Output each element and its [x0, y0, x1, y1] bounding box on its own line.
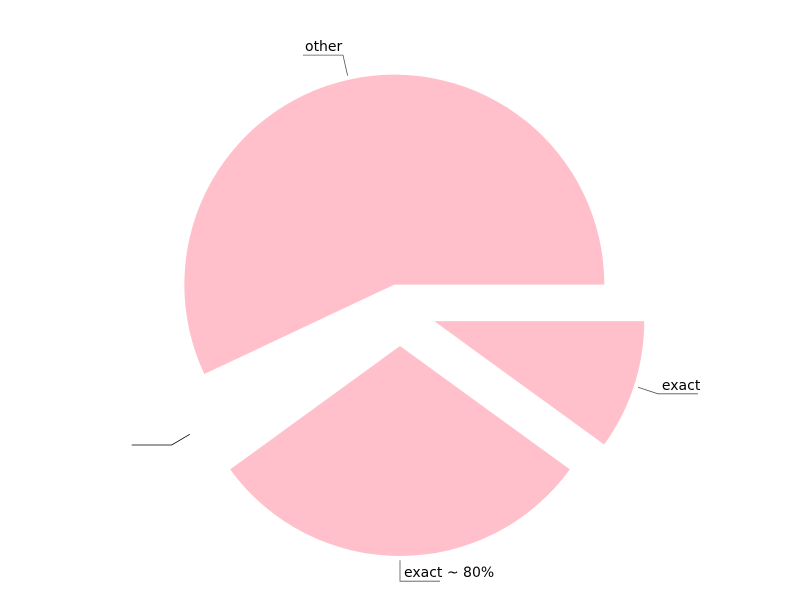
pie-leader-3 [303, 54, 348, 76]
pie-slice-1 [230, 346, 570, 556]
pie-leader-0 [637, 386, 698, 395]
pie-leader-2 [131, 433, 191, 446]
pie-label-0: exact [662, 378, 701, 394]
pie-slices [184, 74, 645, 556]
pie-slice-3 [184, 74, 605, 375]
pie-label-3: other [305, 39, 343, 55]
pie-label-1: exact ~ 80% [404, 565, 494, 581]
pie-slice-0 [434, 321, 645, 445]
pie-leader-lines [131, 54, 698, 582]
pie-leader-1 [399, 560, 440, 582]
pie-labels: exact exact ~ 80% other [305, 39, 701, 581]
